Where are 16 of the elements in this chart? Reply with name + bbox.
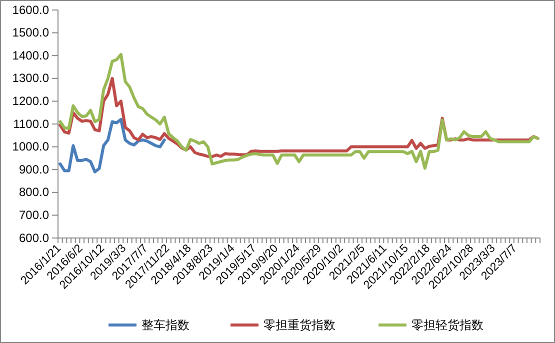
line-series bbox=[58, 118, 166, 174]
y-tick-label: 900.0 bbox=[18, 162, 50, 176]
legend-label: 整车指数 bbox=[142, 318, 190, 332]
y-tick-label: 1600.0 bbox=[12, 2, 50, 17]
y-tick-label: 800.0 bbox=[18, 185, 50, 200]
y-tick-label: 600.0 bbox=[18, 230, 50, 245]
y-tick-label: 1500.0 bbox=[12, 26, 50, 40]
y-tick-label: 1100.0 bbox=[13, 116, 50, 131]
legend-label: 零担轻货指数 bbox=[412, 318, 484, 332]
line-series bbox=[58, 52, 540, 170]
legend-label: 零担重货指数 bbox=[264, 318, 336, 332]
y-tick-label: 1000.0 bbox=[12, 140, 50, 154]
y-tick-label: 700.0 bbox=[18, 208, 50, 222]
y-tick-label: 1400.0 bbox=[12, 48, 50, 62]
y-tick-label: 1300.0 bbox=[12, 71, 50, 86]
y-tick-label: 1200.0 bbox=[12, 94, 50, 108]
